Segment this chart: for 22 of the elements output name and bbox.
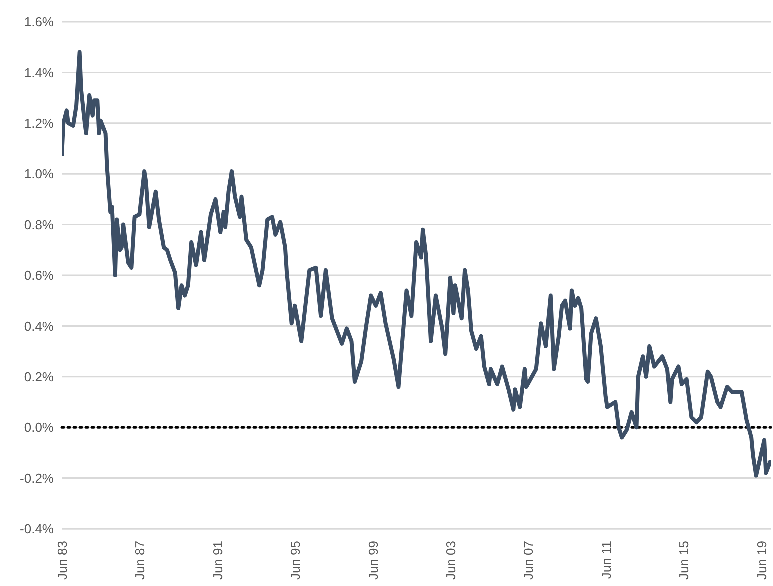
y-tick-label: 1.2% xyxy=(24,116,54,132)
x-tick-label: Jun 11 xyxy=(598,541,614,580)
x-tick-label: Jun 87 xyxy=(132,541,148,580)
y-tick-label: 1.0% xyxy=(24,166,54,182)
x-tick-label: Jun 15 xyxy=(676,541,692,580)
y-tick-label: 0.2% xyxy=(24,370,54,385)
x-tick-label: Jun 19 xyxy=(754,541,770,580)
y-tick-label: -0.4% xyxy=(20,522,54,537)
x-tick-label: Jun 03 xyxy=(443,541,458,580)
y-tick-label: 0.6% xyxy=(24,268,54,284)
x-tick-label: Jun 95 xyxy=(288,541,304,580)
x-tick-label: Jun 07 xyxy=(521,541,536,580)
line-series xyxy=(62,50,771,478)
y-tick-label: 0.0% xyxy=(24,420,54,436)
y-tick-label: 0.8% xyxy=(24,217,54,232)
x-tick-label: Jun 91 xyxy=(210,541,226,580)
x-tick-label: Jun 99 xyxy=(366,541,381,580)
y-tick-label: 1.4% xyxy=(24,65,54,80)
y-tick-label: 1.6% xyxy=(24,14,54,30)
y-tick-label: 0.4% xyxy=(24,318,54,334)
y-tick-label: -0.2% xyxy=(20,470,54,486)
x-tick-label: Jun 83 xyxy=(55,541,70,580)
